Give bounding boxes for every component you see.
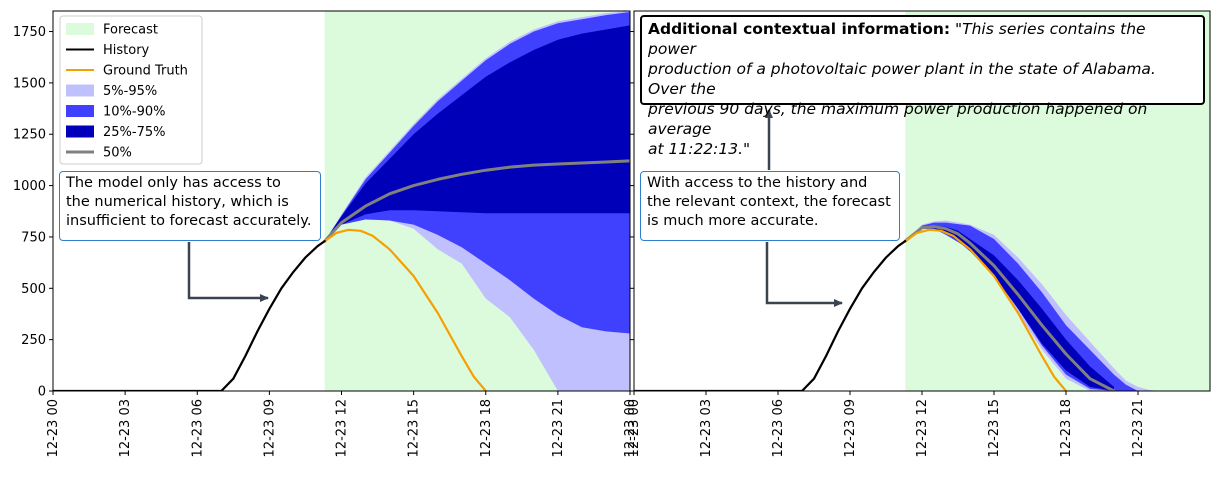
context-title: Additional contextual information: — [648, 20, 951, 38]
legend-label-forecast: Forecast — [103, 23, 158, 38]
left-x-tick-label: 12-23 00 — [46, 399, 61, 457]
left-chart-panel: 12-23 00 12-23 03 12-23 06 12-23 09 12-23 12… — [13, 10, 638, 457]
left-annotation-line: insufficient to forecast accurately. — [66, 213, 312, 229]
right-x-tick-label: 12-23 21 — [1131, 399, 1146, 457]
left-y-tick-label: 1000 — [13, 179, 46, 194]
left-x-tick-label: 12-23 00 — [623, 399, 638, 457]
left-annotation-line: the numerical history, which is — [66, 194, 289, 210]
context-text-line: production of a photovoltaic power plant… — [648, 60, 1156, 98]
annotation-arrows — [187, 109, 843, 307]
right-x-tick-label: 12-23 09 — [843, 399, 858, 457]
context-text-line: previous 90 days, the maximum power prod… — [648, 100, 1148, 138]
right-note-arrow — [765, 242, 843, 307]
right-x-tick-label: 12-23 15 — [987, 399, 1002, 457]
right-annotation-line: is much more accurate. — [647, 213, 819, 229]
left-annotation-line: The model only has access to — [66, 175, 281, 191]
right-x-tick-label: 12-23 03 — [699, 399, 714, 457]
left-x-tick-label: 12-23 03 — [118, 399, 133, 457]
left-y-tick-label: 750 — [21, 230, 46, 245]
right-x-tick-label: 12-23 18 — [1059, 399, 1074, 457]
left-annotation-box: The model only has access to the numeric… — [59, 171, 321, 241]
left-median-line — [323, 159, 630, 243]
legend-label-median: 50% — [103, 146, 132, 161]
right-ground-truth-line — [904, 228, 1068, 391]
legend-frame — [59, 15, 203, 165]
right-x-tick-label: 12-23 12 — [915, 399, 930, 457]
legend-swatch-forecast — [66, 23, 94, 35]
legend-label-band-5-95: 5%-95% — [103, 84, 157, 99]
right-annotation-box: With access to the history and the relev… — [640, 171, 900, 241]
legend-swatch-band-25-75 — [66, 125, 94, 138]
left-y-tick-label: 1250 — [13, 128, 46, 143]
left-x-tick-label: 12-23 09 — [262, 399, 277, 457]
right-x-tick-label: 12-23 06 — [771, 399, 786, 457]
legend-swatch-band-10-90 — [66, 105, 94, 117]
left-y-tick-label: 1500 — [13, 76, 46, 91]
left-x-tick-label: 12-23 18 — [479, 399, 494, 457]
left-x-tick-label: 12-23 12 — [335, 399, 350, 457]
context-line-1: Additional contextual information: "This… — [648, 19, 1197, 59]
legend-swatch-band-5-95 — [66, 84, 94, 97]
left-y-tick-label: 0 — [38, 385, 46, 400]
left-x-tick-label: 12-23 21 — [551, 399, 566, 457]
context-info-box: Additional contextual information: "This… — [640, 15, 1205, 158]
chart-legend: Forecast History Ground Truth 5%-95% 10%-90%… — [59, 15, 203, 165]
left-band-25-75 — [324, 25, 630, 242]
context-text-line: at 11:22:13." — [648, 140, 751, 158]
left-y-tick-label: 1750 — [13, 25, 46, 40]
right-x-tick-label: 12-23 00 — [627, 399, 642, 457]
legend-label-band-25-75: 25%-75% — [103, 125, 165, 140]
legend-label-ground-truth: Ground Truth — [103, 64, 188, 79]
right-annotation-line: the relevant context, the forecast — [647, 194, 891, 210]
left-ground-truth-line — [323, 228, 487, 391]
left-y-tick-label: 250 — [21, 333, 46, 348]
left-note-arrow — [187, 242, 269, 302]
context-text-line: "This series contains the power — [648, 20, 1146, 58]
left-x-tick-label: 12-23 15 — [407, 399, 422, 457]
right-annotation-line: With access to the history and — [647, 175, 868, 191]
left-x-tick-label: 12-23 06 — [190, 399, 205, 457]
right-history-line — [634, 240, 907, 391]
right-median-line — [903, 225, 1116, 391]
legend-label-band-10-90: 10%-90% — [103, 105, 165, 120]
left-y-tick-label: 500 — [21, 282, 46, 297]
left-history-line — [53, 240, 326, 391]
legend-label-history: History — [103, 43, 150, 58]
